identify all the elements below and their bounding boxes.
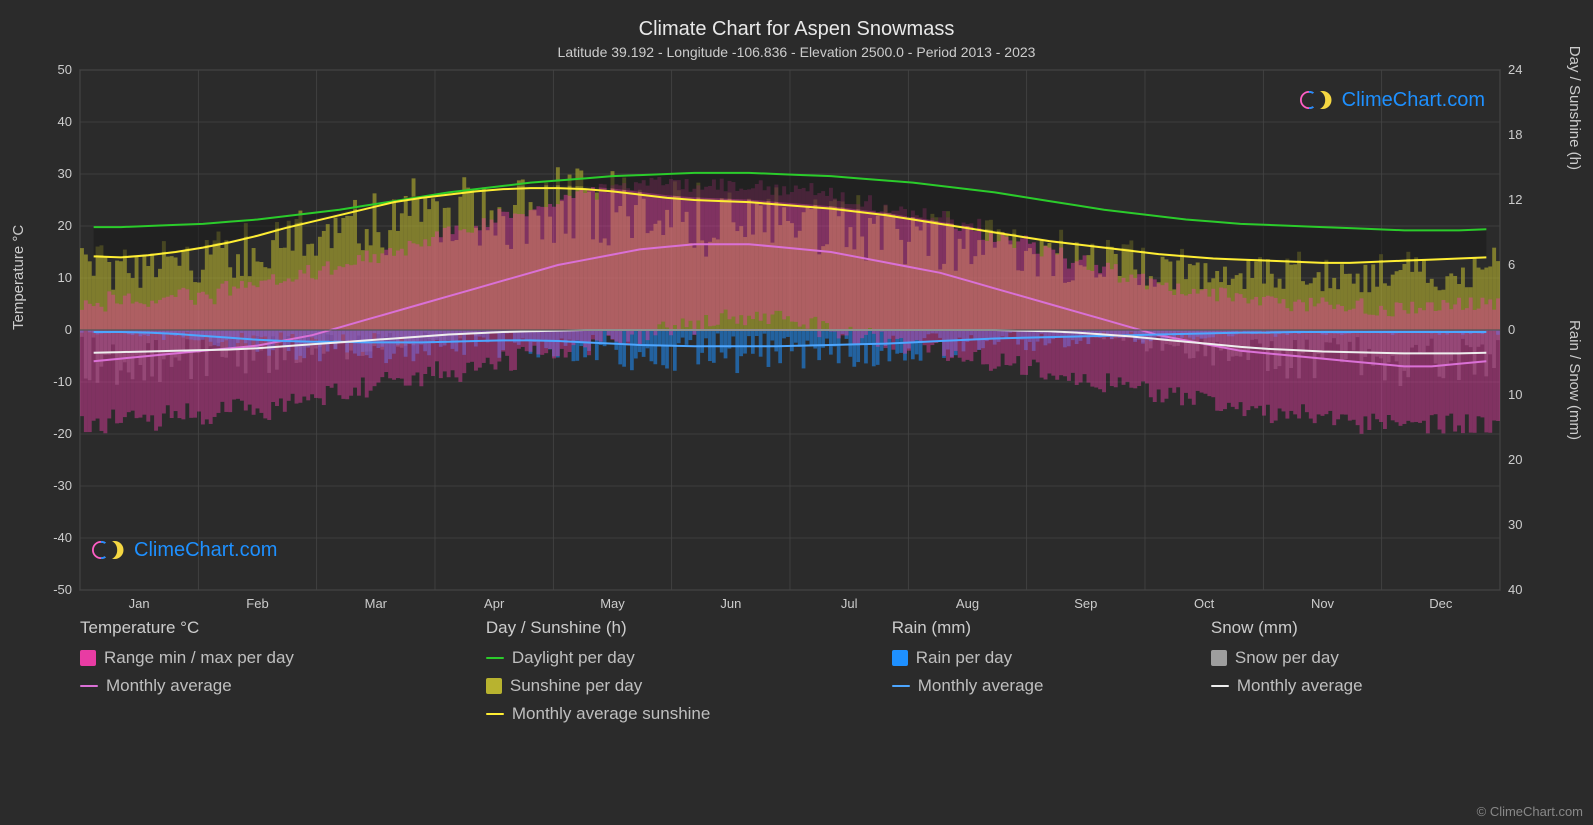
y-axis-right-daylight-label: Day / Sunshine (h) bbox=[1566, 46, 1583, 170]
legend-label: Monthly average bbox=[106, 676, 232, 696]
legend-swatch bbox=[486, 713, 504, 716]
y-axis-left-label: Temperature °C bbox=[10, 225, 27, 330]
legend-swatch bbox=[1211, 685, 1229, 688]
svg-text:18: 18 bbox=[1508, 127, 1522, 142]
legend-header: Rain (mm) bbox=[892, 618, 1181, 638]
chart-title: Climate Chart for Aspen Snowmass bbox=[639, 18, 955, 41]
svg-text:6: 6 bbox=[1508, 257, 1515, 272]
svg-text:Apr: Apr bbox=[484, 596, 505, 611]
svg-text:Aug: Aug bbox=[956, 596, 979, 611]
svg-text:24: 24 bbox=[1508, 62, 1522, 77]
brand-logo-text: ClimeChart.com bbox=[1342, 89, 1485, 112]
legend-temperature: Temperature °C Range min / max per day M… bbox=[80, 618, 456, 732]
svg-text:30: 30 bbox=[1508, 517, 1522, 532]
brand-logo-icon bbox=[1300, 86, 1336, 114]
legend-item: Snow per day bbox=[1211, 648, 1500, 668]
y-axis-right-precip-label: Rain / Snow (mm) bbox=[1566, 320, 1583, 440]
svg-text:Jan: Jan bbox=[129, 596, 150, 611]
svg-text:40: 40 bbox=[1508, 582, 1522, 597]
svg-text:0: 0 bbox=[65, 322, 72, 337]
svg-text:40: 40 bbox=[58, 114, 72, 129]
svg-text:Jul: Jul bbox=[841, 596, 858, 611]
legend-header: Snow (mm) bbox=[1211, 618, 1500, 638]
legend-header: Day / Sunshine (h) bbox=[486, 618, 862, 638]
legend-item: Daylight per day bbox=[486, 648, 862, 668]
legend-label: Monthly average sunshine bbox=[512, 704, 710, 724]
attribution-text: © ClimeChart.com bbox=[1477, 804, 1583, 819]
svg-text:10: 10 bbox=[1508, 387, 1522, 402]
legend-item: Monthly average bbox=[80, 676, 456, 696]
legend-rain: Rain (mm) Rain per day Monthly average bbox=[892, 618, 1181, 732]
svg-text:20: 20 bbox=[1508, 452, 1522, 467]
legend-label: Monthly average bbox=[918, 676, 1044, 696]
svg-text:Nov: Nov bbox=[1311, 596, 1335, 611]
legend-swatch bbox=[80, 685, 98, 688]
svg-text:Mar: Mar bbox=[365, 596, 388, 611]
legend-header: Temperature °C bbox=[80, 618, 456, 638]
svg-text:-20: -20 bbox=[53, 426, 72, 441]
svg-text:-10: -10 bbox=[53, 374, 72, 389]
legend-swatch bbox=[486, 657, 504, 660]
legend-label: Rain per day bbox=[916, 648, 1012, 668]
legend-label: Sunshine per day bbox=[510, 676, 642, 696]
legend-swatch bbox=[80, 650, 96, 666]
svg-text:May: May bbox=[600, 596, 625, 611]
svg-text:-50: -50 bbox=[53, 582, 72, 597]
brand-logo-icon bbox=[92, 536, 128, 564]
svg-text:30: 30 bbox=[58, 166, 72, 181]
brand-logo-top: ClimeChart.com bbox=[1300, 86, 1485, 114]
svg-text:Jun: Jun bbox=[720, 596, 741, 611]
legend-item: Sunshine per day bbox=[486, 676, 862, 696]
svg-text:-40: -40 bbox=[53, 530, 72, 545]
legend-item: Rain per day bbox=[892, 648, 1181, 668]
chart-svg: JanFebMarAprMayJunJulAugSepOctNovDec-50-… bbox=[80, 70, 1500, 590]
legend-label: Daylight per day bbox=[512, 648, 635, 668]
legend-item: Range min / max per day bbox=[80, 648, 456, 668]
svg-text:20: 20 bbox=[58, 218, 72, 233]
brand-logo-bottom: ClimeChart.com bbox=[92, 536, 277, 564]
climate-chart-container: Climate Chart for Aspen Snowmass Latitud… bbox=[0, 0, 1593, 825]
plot-area: JanFebMarAprMayJunJulAugSepOctNovDec-50-… bbox=[80, 70, 1500, 590]
legend-swatch bbox=[892, 650, 908, 666]
svg-text:Sep: Sep bbox=[1074, 596, 1097, 611]
svg-text:Oct: Oct bbox=[1194, 596, 1215, 611]
legend-swatch bbox=[1211, 650, 1227, 666]
legend-item: Monthly average bbox=[892, 676, 1181, 696]
legend-label: Monthly average bbox=[1237, 676, 1363, 696]
svg-text:Feb: Feb bbox=[246, 596, 268, 611]
legend-item: Monthly average bbox=[1211, 676, 1500, 696]
svg-text:Dec: Dec bbox=[1429, 596, 1453, 611]
legend-snow: Snow (mm) Snow per day Monthly average bbox=[1211, 618, 1500, 732]
chart-subtitle: Latitude 39.192 - Longitude -106.836 - E… bbox=[558, 44, 1036, 60]
legend-label: Range min / max per day bbox=[104, 648, 294, 668]
legend-daylight: Day / Sunshine (h) Daylight per day Suns… bbox=[486, 618, 862, 732]
legend-label: Snow per day bbox=[1235, 648, 1339, 668]
legend-swatch bbox=[486, 678, 502, 694]
legend-area: Temperature °C Range min / max per day M… bbox=[80, 618, 1500, 732]
legend-swatch bbox=[892, 685, 910, 688]
svg-text:50: 50 bbox=[58, 62, 72, 77]
svg-text:-30: -30 bbox=[53, 478, 72, 493]
svg-text:10: 10 bbox=[58, 270, 72, 285]
svg-text:0: 0 bbox=[1508, 322, 1515, 337]
brand-logo-text: ClimeChart.com bbox=[134, 539, 277, 562]
legend-item: Monthly average sunshine bbox=[486, 704, 862, 724]
svg-text:12: 12 bbox=[1508, 192, 1522, 207]
